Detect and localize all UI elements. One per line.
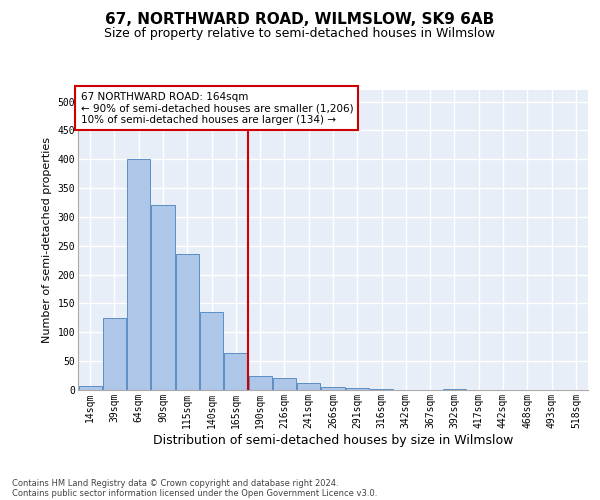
Text: Contains HM Land Registry data © Crown copyright and database right 2024.: Contains HM Land Registry data © Crown c… <box>12 478 338 488</box>
Bar <box>151 206 175 390</box>
Bar <box>273 378 296 390</box>
Bar <box>297 383 320 390</box>
Bar <box>103 318 126 390</box>
Bar <box>224 352 247 390</box>
Text: 67, NORTHWARD ROAD, WILMSLOW, SK9 6AB: 67, NORTHWARD ROAD, WILMSLOW, SK9 6AB <box>106 12 494 28</box>
Y-axis label: Number of semi-detached properties: Number of semi-detached properties <box>42 137 52 343</box>
Bar <box>200 312 223 390</box>
Bar <box>79 386 101 390</box>
Text: 67 NORTHWARD ROAD: 164sqm
← 90% of semi-detached houses are smaller (1,206)
10% : 67 NORTHWARD ROAD: 164sqm ← 90% of semi-… <box>80 92 353 124</box>
Bar <box>127 159 150 390</box>
Text: Contains public sector information licensed under the Open Government Licence v3: Contains public sector information licen… <box>12 488 377 498</box>
Bar <box>322 387 344 390</box>
Bar <box>248 376 272 390</box>
Bar <box>176 254 199 390</box>
X-axis label: Distribution of semi-detached houses by size in Wilmslow: Distribution of semi-detached houses by … <box>153 434 513 446</box>
Text: Size of property relative to semi-detached houses in Wilmslow: Size of property relative to semi-detach… <box>104 28 496 40</box>
Bar <box>346 388 369 390</box>
